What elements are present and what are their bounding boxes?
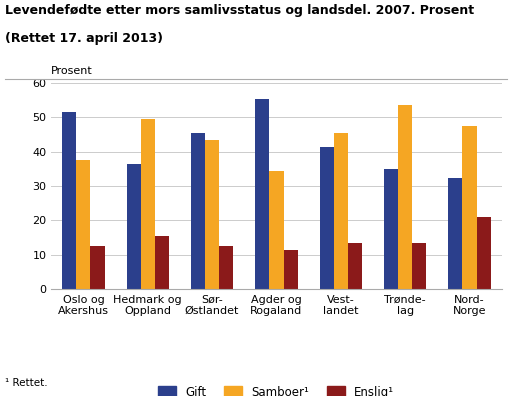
- Bar: [384, 169, 398, 289]
- Bar: [319, 147, 334, 289]
- Bar: [334, 133, 348, 289]
- Bar: [126, 164, 141, 289]
- Bar: [191, 133, 205, 289]
- Text: Levendefødte etter mors samlivsstatus og landsdel. 2007. Prosent: Levendefødte etter mors samlivsstatus og…: [5, 4, 474, 17]
- Bar: [348, 243, 362, 289]
- Text: Prosent: Prosent: [51, 66, 93, 76]
- Bar: [462, 126, 477, 289]
- Bar: [62, 112, 76, 289]
- Bar: [219, 246, 233, 289]
- Bar: [205, 140, 219, 289]
- Bar: [269, 171, 284, 289]
- Bar: [255, 99, 269, 289]
- Text: (Rettet 17. april 2013): (Rettet 17. april 2013): [5, 32, 163, 45]
- Bar: [76, 160, 91, 289]
- Bar: [398, 105, 412, 289]
- Bar: [412, 243, 426, 289]
- Bar: [477, 217, 491, 289]
- Bar: [91, 246, 104, 289]
- Legend: Gift, Samboer¹, Enslig¹: Gift, Samboer¹, Enslig¹: [154, 381, 399, 396]
- Bar: [155, 236, 169, 289]
- Bar: [449, 177, 462, 289]
- Bar: [284, 249, 297, 289]
- Bar: [141, 119, 155, 289]
- Text: ¹ Rettet.: ¹ Rettet.: [5, 378, 48, 388]
